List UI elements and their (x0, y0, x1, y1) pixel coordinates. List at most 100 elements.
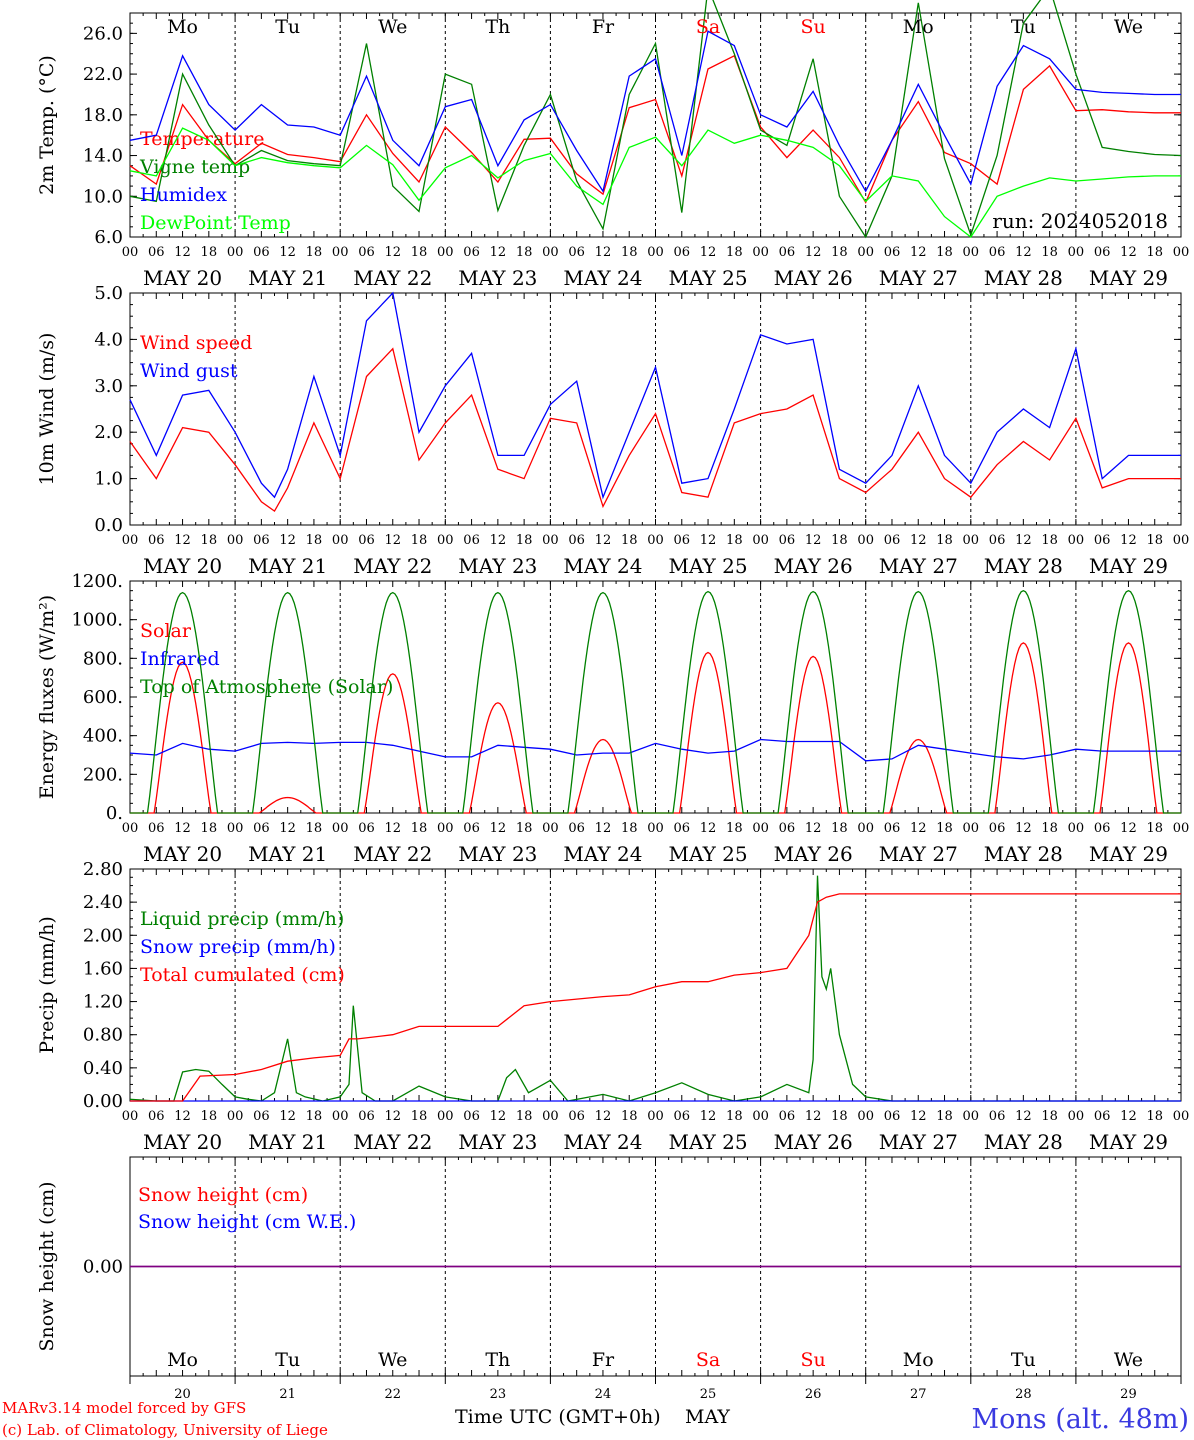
legend-entry: Humidex (140, 184, 227, 206)
hour-label: 18 (306, 533, 323, 548)
hour-label: 12 (490, 533, 507, 548)
hour-label: 18 (516, 245, 533, 260)
hour-label: 00 (227, 533, 244, 548)
day-abbrev: We (378, 1349, 407, 1371)
date-number: 26 (805, 1387, 822, 1402)
hour-label: 00 (437, 533, 454, 548)
hour-label: 18 (621, 1109, 638, 1124)
hour-label: 00 (332, 533, 349, 548)
hour-label: 18 (621, 821, 638, 836)
hour-label: 12 (279, 1109, 296, 1124)
hour-label: 12 (490, 1109, 507, 1124)
date-label: MAY 28 (984, 842, 1063, 866)
y-tick-label: 3.0 (94, 376, 123, 397)
hour-label: 00 (332, 245, 349, 260)
y-tick-label: 6.0 (94, 227, 123, 248)
legend-entry: Wind speed (140, 332, 252, 354)
hour-label: 06 (148, 821, 165, 836)
hour-label: 00 (1173, 1109, 1190, 1124)
hour-label: 18 (936, 821, 953, 836)
hour-label: 12 (1015, 533, 1032, 548)
day-abbrev: Mo (167, 1349, 198, 1371)
hour-label: 12 (1015, 1109, 1032, 1124)
hour-label: 06 (463, 1109, 480, 1124)
series-vigne-temp (129, 0, 1182, 239)
hour-label: 12 (805, 821, 822, 836)
y-tick-label: 1.60 (83, 958, 123, 979)
legend-entry: Snow height (cm) (138, 1184, 308, 1206)
y-tick-label: 0.40 (83, 1058, 123, 1079)
x-axis-title: Time UTC (GMT+0h) (455, 1406, 661, 1428)
series-dewpoint-temp (129, 127, 1181, 238)
hour-label: 18 (726, 245, 743, 260)
run-label: run: 2024052018 (992, 209, 1168, 233)
hour-label: 00 (752, 245, 769, 260)
date-label: MAY 20 (143, 1130, 222, 1154)
date-label: MAY 20 (143, 266, 222, 290)
hour-label: 06 (253, 245, 270, 260)
y-tick-label: 1000. (71, 610, 123, 631)
series-total-cumulated-cm- (130, 893, 1181, 1102)
date-label: MAY 29 (1089, 266, 1168, 290)
hour-label: 06 (568, 1109, 585, 1124)
hour-label: 06 (989, 245, 1006, 260)
date-label: MAY 26 (774, 1130, 853, 1154)
hour-label: 18 (831, 821, 848, 836)
hour-label: 00 (857, 245, 874, 260)
hour-label: 06 (674, 533, 691, 548)
day-abbrev: Tu (275, 1349, 300, 1371)
hour-label: 18 (621, 245, 638, 260)
hour-label: 12 (174, 245, 191, 260)
hour-label: 12 (490, 245, 507, 260)
hour-label: 00 (437, 821, 454, 836)
date-label: MAY 20 (143, 554, 222, 578)
y-tick-label: 1.0 (94, 469, 123, 490)
series-top-of-atmosphere-solar- (130, 589, 1181, 814)
date-label: MAY 20 (143, 842, 222, 866)
date-number: 24 (595, 1387, 612, 1402)
y-tick-label: 10.0 (83, 186, 123, 207)
hour-label: 18 (1146, 533, 1163, 548)
hour-label: 06 (779, 1109, 796, 1124)
date-label: MAY 23 (458, 1130, 537, 1154)
hour-label: 00 (857, 533, 874, 548)
hour-label: 06 (779, 821, 796, 836)
hour-label: 06 (779, 245, 796, 260)
hour-label: 06 (1094, 533, 1111, 548)
y-tick-label: 0.80 (83, 1025, 123, 1046)
hour-label: 18 (1041, 245, 1058, 260)
series-humidex (129, 30, 1181, 193)
panel-1-y-axis-label: 2m Temp. (°C) (36, 55, 58, 195)
hour-label: 12 (910, 1109, 927, 1124)
hour-label: 00 (122, 1109, 139, 1124)
date-label: MAY 28 (984, 554, 1063, 578)
y-tick-label: 400. (83, 726, 123, 747)
day-abbrev: Tu (1011, 16, 1036, 38)
date-label: MAY 24 (563, 554, 642, 578)
hour-label: 18 (201, 1109, 218, 1124)
hour-label: 18 (1146, 821, 1163, 836)
hour-label: 00 (542, 245, 559, 260)
y-tick-label: 800. (83, 648, 123, 669)
hour-label: 12 (174, 1109, 191, 1124)
credit-line-1: MARv3.14 model forced by GFS (2, 1399, 246, 1417)
hour-label: 18 (516, 533, 533, 548)
hour-label: 18 (936, 245, 953, 260)
hour-label: 12 (174, 533, 191, 548)
day-abbrev: Fr (592, 16, 615, 38)
date-number: 27 (910, 1387, 927, 1402)
hour-label: 06 (148, 533, 165, 548)
hour-label: 00 (1068, 533, 1085, 548)
hour-label: 00 (647, 533, 664, 548)
hour-label: 12 (805, 533, 822, 548)
date-label: MAY 23 (458, 554, 537, 578)
hour-label: 12 (1015, 821, 1032, 836)
date-label: MAY 21 (248, 842, 327, 866)
hour-label: 18 (831, 245, 848, 260)
hour-label: 06 (358, 245, 375, 260)
hour-label: 18 (411, 821, 428, 836)
date-label: MAY 29 (1089, 842, 1168, 866)
hour-label: 00 (542, 1109, 559, 1124)
hour-label: 00 (542, 821, 559, 836)
